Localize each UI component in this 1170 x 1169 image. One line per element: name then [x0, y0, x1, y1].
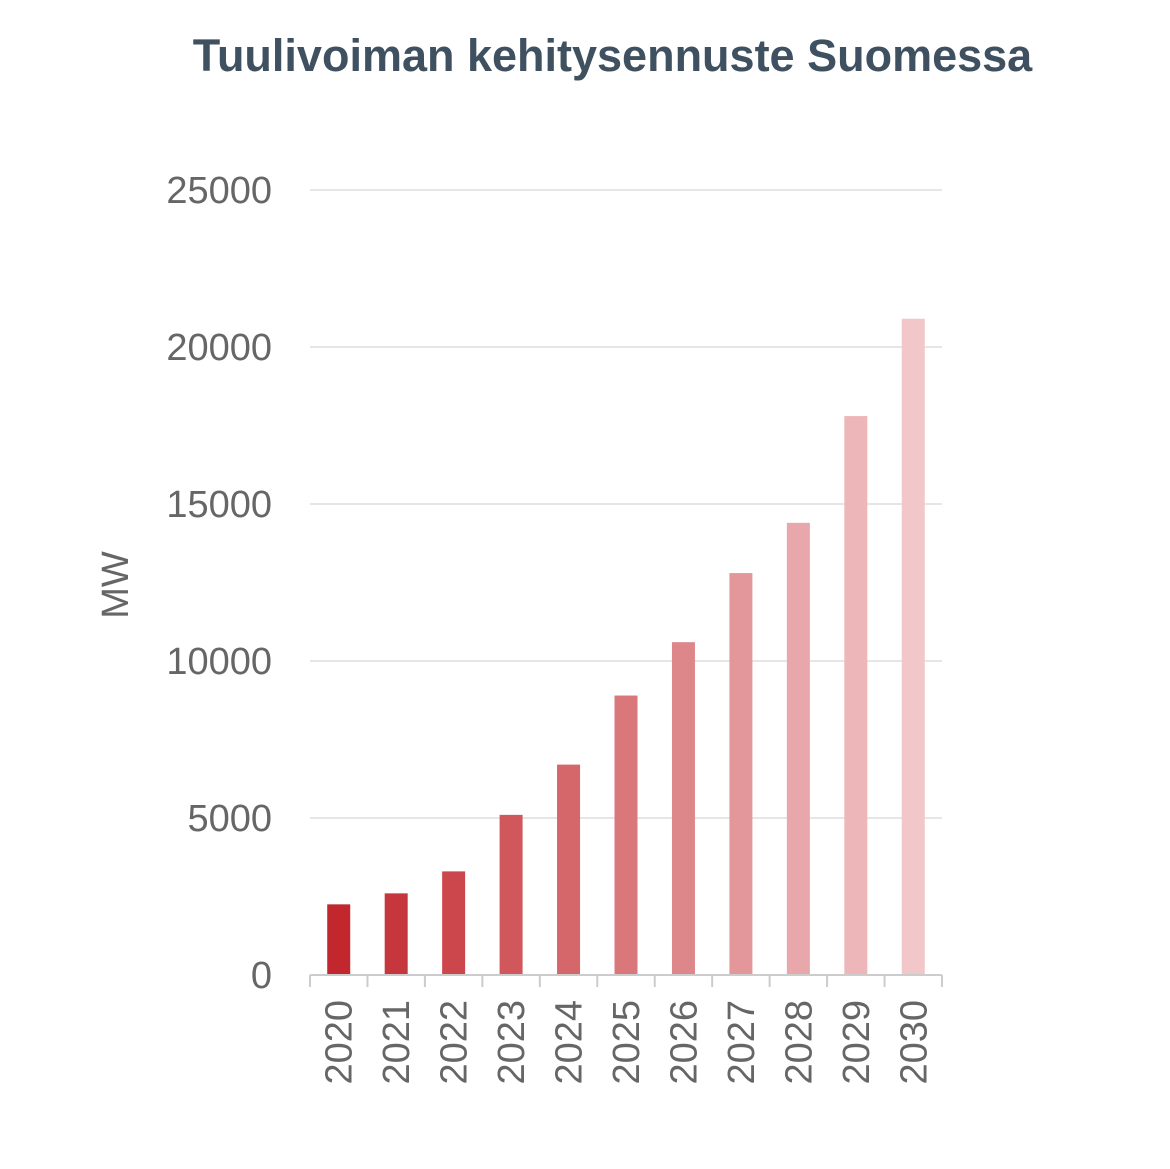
- x-tick-label-2021: 2021: [376, 1000, 418, 1085]
- bar-2022: [442, 871, 466, 975]
- bar-2029: [844, 416, 868, 976]
- x-tick-label-2029: 2029: [836, 1000, 878, 1085]
- chart-title: Tuulivoiman kehitysennuste Suomessa: [192, 30, 1033, 81]
- x-tick-label-2023: 2023: [491, 1000, 533, 1085]
- x-tick-label-2025: 2025: [606, 1000, 648, 1085]
- gridlines: [310, 189, 942, 819]
- bar-2027: [729, 573, 753, 975]
- bars: [327, 318, 925, 976]
- bar-2024: [557, 764, 581, 975]
- bar-2025: [614, 695, 638, 975]
- x-tick-label-2020: 2020: [319, 1000, 361, 1085]
- bar-2026: [671, 642, 695, 975]
- x-tick-label-2026: 2026: [663, 1000, 705, 1085]
- x-tick-label-2028: 2028: [778, 1000, 820, 1085]
- y-tick-label-0: 0: [251, 955, 272, 997]
- y-axis-tick-labels: 0 5000 10000 15000 20000 25000: [166, 170, 272, 997]
- x-tick-label-2022: 2022: [434, 1000, 476, 1085]
- y-tick-label-10000: 10000: [166, 641, 272, 683]
- x-tick-label-2024: 2024: [549, 1000, 591, 1085]
- y-tick-label-5000: 5000: [187, 798, 272, 840]
- y-tick-label-20000: 20000: [166, 327, 272, 369]
- y-tick-label-25000: 25000: [166, 170, 272, 212]
- bar-2020: [327, 904, 351, 975]
- x-axis: [309, 974, 943, 987]
- bar-2021: [384, 893, 408, 975]
- x-tick-label-2027: 2027: [721, 1000, 763, 1085]
- y-tick-label-15000: 15000: [166, 484, 272, 526]
- x-tick-label-2030: 2030: [893, 1000, 935, 1085]
- bar-2030: [901, 318, 925, 975]
- x-axis-tick-labels: 2020 2021 2022 2023 2024 2025 2026 2027 2028 2029…: [319, 1000, 936, 1085]
- y-axis-title: MW: [95, 551, 137, 619]
- bar-2028: [786, 522, 810, 975]
- bar-2023: [499, 814, 523, 975]
